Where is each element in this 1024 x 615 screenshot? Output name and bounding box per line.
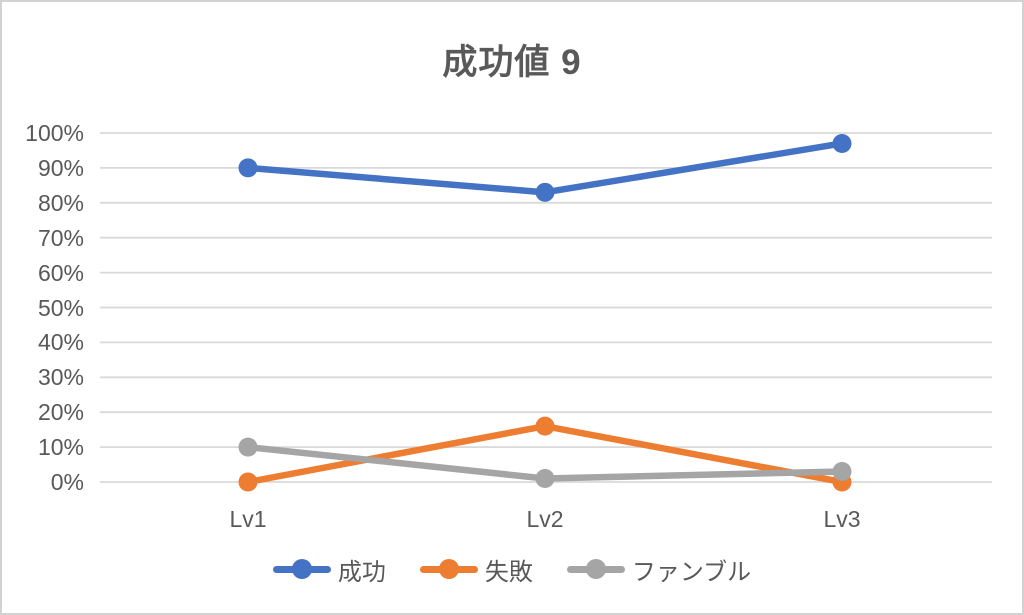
data-point xyxy=(832,462,852,482)
x-axis-label: Lv1 xyxy=(229,506,267,532)
y-tick-label: 60% xyxy=(37,259,84,286)
chart-title: 成功値 9 xyxy=(442,43,582,82)
legend-marker-icon xyxy=(272,559,331,580)
y-tick-label: 30% xyxy=(37,364,84,391)
y-tick-label: 100% xyxy=(25,120,84,146)
y-tick-label: 80% xyxy=(37,189,84,216)
x-axis-label: Lv2 xyxy=(526,506,564,532)
data-point xyxy=(535,182,555,202)
data-point xyxy=(238,158,258,178)
legend-marker-dot xyxy=(291,559,312,579)
legend-marker-icon xyxy=(566,559,625,580)
data-point xyxy=(535,469,555,489)
legend-item: 成功 xyxy=(272,552,386,587)
legend: 成功 失敗 ファンブル xyxy=(2,552,1022,587)
y-tick-label: 90% xyxy=(37,154,84,181)
data-point xyxy=(238,437,258,457)
y-tick-label: 20% xyxy=(37,399,84,426)
y-tick-label: 70% xyxy=(37,224,84,251)
legend-marker-dot xyxy=(438,559,459,579)
legend-item: ファンブル xyxy=(566,552,752,587)
x-axis-label: Lv3 xyxy=(823,506,861,532)
y-tick-label: 0% xyxy=(50,469,84,495)
y-tick-label: 40% xyxy=(37,329,84,356)
y-tick-label: 10% xyxy=(37,434,84,461)
data-point xyxy=(832,133,852,153)
data-point xyxy=(238,472,258,492)
legend-marker-dot xyxy=(585,559,606,579)
legend-label: ファンブル xyxy=(631,559,752,586)
y-tick-label: 50% xyxy=(37,294,84,321)
legend-marker-icon xyxy=(419,559,478,580)
legend-label: 成功 xyxy=(337,559,386,586)
data-point xyxy=(535,416,555,436)
legend-label: 失敗 xyxy=(484,559,533,586)
legend-item: 失敗 xyxy=(419,552,533,587)
